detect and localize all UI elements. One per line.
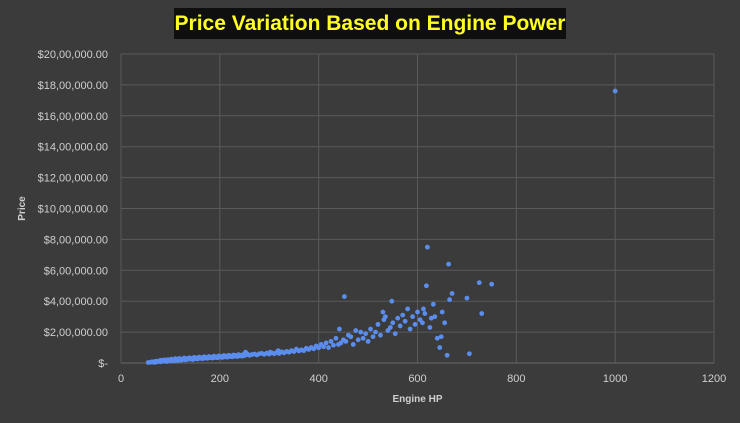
data-point bbox=[378, 332, 383, 338]
x-tick-label: 400 bbox=[309, 373, 327, 385]
data-point bbox=[316, 345, 322, 351]
y-tick-label: $16,00,000.00 bbox=[38, 111, 108, 123]
data-point bbox=[373, 329, 378, 335]
data-point bbox=[368, 326, 373, 332]
data-point bbox=[382, 314, 388, 320]
data-point bbox=[358, 329, 364, 335]
data-point bbox=[405, 306, 411, 312]
y-tick-label: $14,00,000.00 bbox=[38, 142, 108, 154]
data-point bbox=[407, 326, 413, 332]
data-point bbox=[397, 323, 403, 329]
x-axis-title: Engine HP bbox=[392, 394, 442, 405]
data-point bbox=[355, 337, 361, 343]
tick-labels: $- $2,00,000.00 $4,00,000.00 $6,00,000.00 $8… bbox=[38, 49, 727, 385]
chart-title: Price Variation Based on Engine Power bbox=[174, 11, 566, 35]
data-point bbox=[326, 345, 331, 350]
data-point bbox=[430, 301, 436, 307]
chart-title-box: Price Variation Based on Engine Power bbox=[174, 8, 566, 39]
data-point bbox=[489, 281, 495, 287]
y-tick-label: $12,00,000.00 bbox=[38, 173, 108, 185]
data-point bbox=[423, 283, 429, 289]
data-point bbox=[402, 318, 408, 324]
data-points bbox=[145, 88, 618, 365]
data-point bbox=[449, 291, 455, 296]
data-point bbox=[333, 335, 339, 341]
data-point bbox=[341, 294, 347, 299]
data-point bbox=[412, 321, 418, 327]
x-tick-label: 200 bbox=[211, 373, 229, 385]
data-point bbox=[387, 325, 393, 330]
data-point bbox=[432, 314, 438, 320]
data-point bbox=[446, 261, 452, 267]
data-point bbox=[328, 338, 334, 344]
data-point bbox=[392, 331, 398, 337]
y-tick-label: $4,00,000.00 bbox=[44, 296, 108, 308]
data-point bbox=[420, 320, 425, 326]
y-axis-title: Price bbox=[17, 196, 28, 221]
data-point bbox=[442, 320, 448, 326]
data-point bbox=[612, 88, 618, 94]
data-point bbox=[400, 312, 406, 318]
x-tick-label: 1200 bbox=[702, 373, 726, 385]
data-point bbox=[380, 309, 386, 315]
data-point bbox=[350, 342, 356, 347]
y-tick-label: $- bbox=[98, 358, 108, 370]
x-tick-label: 800 bbox=[507, 373, 525, 385]
y-tick-label: $10,00,000.00 bbox=[38, 204, 108, 216]
y-tick-label: $6,00,000.00 bbox=[44, 265, 108, 277]
y-tick-label: $20,00,000.00 bbox=[38, 49, 108, 61]
data-point bbox=[434, 335, 440, 341]
data-point bbox=[464, 295, 470, 301]
data-point bbox=[365, 338, 371, 344]
data-point bbox=[439, 309, 445, 315]
data-point bbox=[437, 345, 443, 350]
data-point bbox=[390, 320, 396, 326]
data-point bbox=[343, 338, 349, 344]
data-point bbox=[447, 297, 453, 303]
data-point bbox=[476, 280, 482, 286]
data-point bbox=[389, 298, 395, 304]
y-tick-label: $2,00,000.00 bbox=[44, 327, 108, 339]
data-point bbox=[427, 325, 433, 330]
x-tick-label: 1000 bbox=[603, 373, 627, 385]
data-point bbox=[331, 342, 336, 348]
data-point bbox=[323, 340, 329, 346]
y-tick-label: $18,00,000.00 bbox=[38, 80, 108, 92]
data-point bbox=[395, 315, 401, 321]
data-point bbox=[410, 314, 415, 320]
data-point bbox=[370, 334, 376, 340]
data-point bbox=[444, 352, 450, 358]
data-point bbox=[424, 244, 430, 250]
data-point bbox=[353, 328, 359, 333]
data-point bbox=[360, 335, 366, 341]
x-tick-label: 0 bbox=[118, 373, 124, 385]
data-point bbox=[479, 311, 485, 316]
data-point bbox=[421, 306, 426, 312]
data-point bbox=[363, 331, 369, 337]
data-point bbox=[337, 326, 342, 332]
data-point bbox=[375, 321, 381, 327]
data-point bbox=[348, 334, 354, 340]
data-point bbox=[415, 309, 420, 315]
data-point bbox=[466, 351, 472, 357]
data-point bbox=[321, 344, 327, 350]
x-tick-label: 600 bbox=[408, 373, 426, 385]
gridlines bbox=[120, 53, 715, 364]
data-point bbox=[438, 334, 444, 340]
data-point bbox=[422, 311, 428, 316]
y-tick-label: $8,00,000.00 bbox=[44, 234, 108, 246]
